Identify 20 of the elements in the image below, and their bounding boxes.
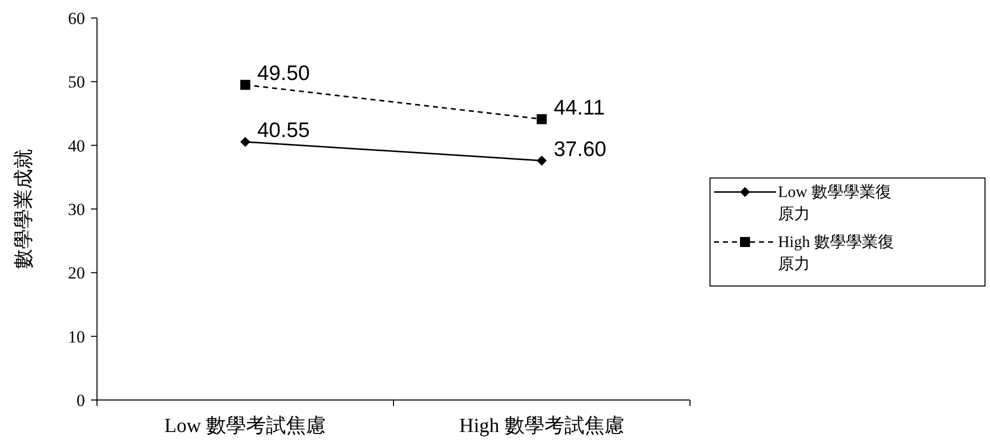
- x-tick-label: Low 數學考試焦慮: [164, 415, 326, 437]
- data-label: 37.60: [554, 138, 606, 161]
- y-tick-label: 40: [68, 136, 85, 156]
- data-label: 49.50: [257, 62, 310, 86]
- point: [536, 114, 547, 124]
- point: [240, 80, 250, 90]
- data-label: 44.11: [554, 96, 605, 120]
- legend-label: Low 數學學業復原力: [778, 183, 892, 223]
- point: [536, 156, 547, 166]
- y-tick-label: 60: [68, 8, 85, 28]
- y-tick-label: 20: [68, 264, 85, 283]
- data-label: 40.55: [257, 119, 310, 142]
- y-tick-label: 30: [68, 200, 85, 219]
- y-tick-label: 10: [68, 327, 85, 346]
- y-tick-label: 50: [68, 72, 85, 92]
- y-axis-title: 數學學業成就: [11, 149, 35, 269]
- x-tick-label: High 數學考試焦慮: [459, 415, 624, 437]
- point: [240, 136, 250, 147]
- legend-label: High 數學學業復原力: [778, 233, 894, 273]
- y-tick-label: 0: [76, 390, 85, 410]
